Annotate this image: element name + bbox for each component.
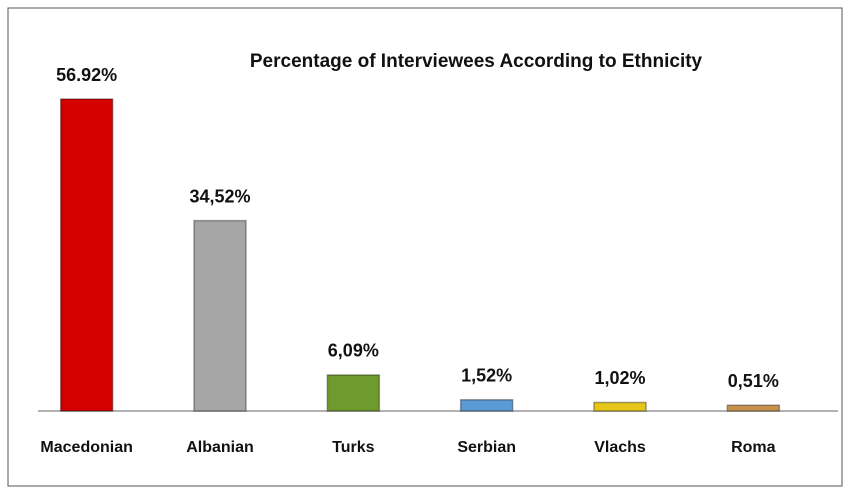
x-tick-label: Albanian <box>186 439 254 456</box>
x-tick-label: Macedonian <box>40 439 132 456</box>
bar <box>459 398 514 412</box>
value-label: 0,51% <box>728 371 779 391</box>
chart-frame <box>7 7 843 487</box>
bar <box>593 401 647 412</box>
x-tick-label: Serbian <box>457 439 516 456</box>
x-tick-label: Vlachs <box>594 439 646 456</box>
bar <box>59 98 114 412</box>
bar <box>326 374 381 412</box>
bar <box>193 219 247 412</box>
x-tick-label: Roma <box>731 439 776 456</box>
x-tick-label: Turks <box>332 439 374 456</box>
chart-title: Percentage of Interviewees According to … <box>250 51 703 72</box>
value-label: 34,52% <box>189 186 250 206</box>
value-label: 6,09% <box>328 341 379 361</box>
value-label: 56.92% <box>56 65 117 85</box>
bar <box>726 404 781 412</box>
value-label: 1,52% <box>461 365 512 385</box>
value-label: 1,02% <box>594 368 645 388</box>
